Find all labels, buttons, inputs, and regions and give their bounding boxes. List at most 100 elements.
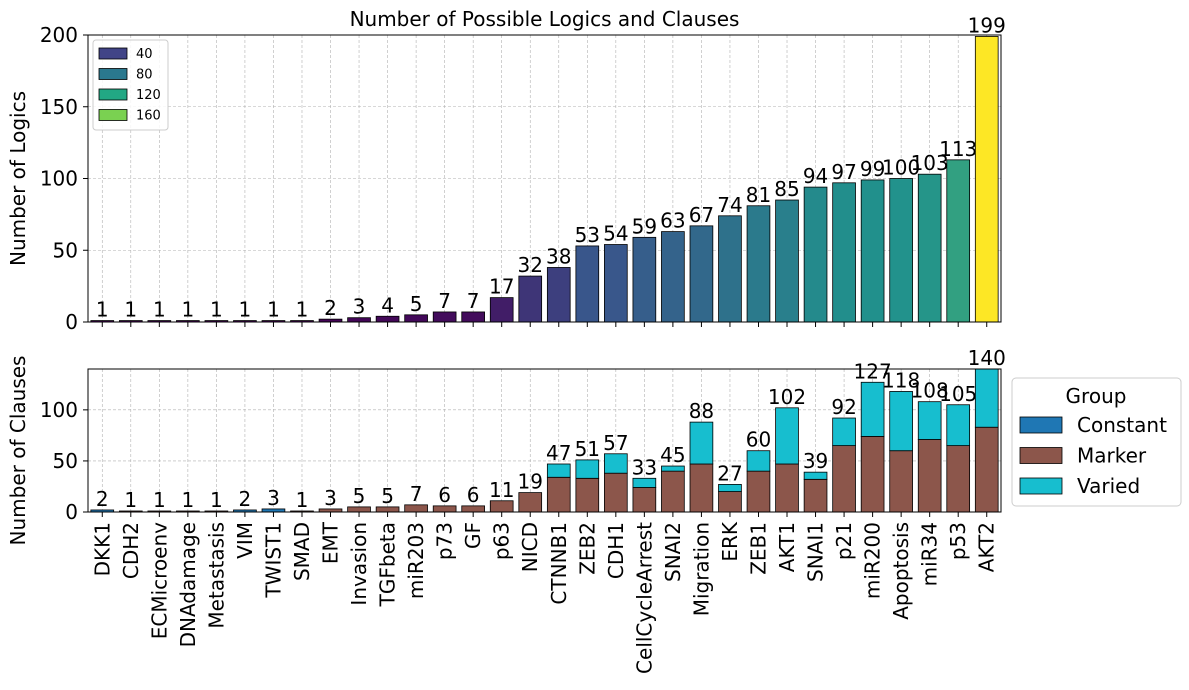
logics-bar-label: 1 [296,298,309,322]
clauses-bar-varied [889,391,913,452]
clauses-bar-label: 92 [831,395,856,419]
logics-bar-label: 3 [353,295,366,319]
logics-bar [661,231,685,323]
logics-x-ticks [101,322,988,327]
group-legend: Group Constant Marker Varied [1011,377,1182,507]
clauses-bar-label: 1 [153,488,166,512]
logics-bar-label: 7 [467,289,480,313]
clauses-bar-label: 108 [911,379,949,403]
logics-bar-label: 100 [882,156,920,180]
clauses-bar-label: 88 [689,399,714,423]
clauses-bar-label: 19 [518,470,543,494]
logics-bar [489,297,514,323]
logics-bar-label: 67 [689,203,714,227]
logics-bar [518,275,543,323]
logics-bar-label: 32 [518,253,543,277]
clauses-x-ticks: DKK1 CDH2 ECMicroenv DNAdamage Metastasis VIM… [90,512,999,674]
clauses-bar-marker [518,492,543,513]
logics-bar [803,186,828,323]
clauses-bar-label: 7 [410,482,423,506]
clauses-bar-marker [689,463,714,513]
clauses-bar-label: 45 [660,443,685,467]
x-tick-label: CDH1 [604,522,628,579]
clauses-y-axis-label: Number of Clauses [6,356,30,546]
x-tick-label: Migration [689,522,713,616]
logics-bar-label: 97 [831,160,856,184]
clauses-bar-label: 1 [210,488,223,512]
clauses-bar-marker [718,491,742,513]
clauses-bar-marker [946,445,971,513]
clauses-y-tick-label: 50 [53,449,78,473]
logics-bar-label: 94 [803,164,828,188]
x-tick-label: p63 [490,522,514,560]
clauses-bar-label: 57 [603,431,628,455]
logics-bar-label: 5 [410,292,423,316]
clauses-bar-marker [604,472,628,513]
clauses-bar-marker [661,470,685,513]
logics-bar-label: 4 [381,293,394,317]
clauses-bar-varied [546,463,571,478]
logics-legend-swatch [98,88,128,101]
logics-bar [746,205,771,323]
x-tick-label: Invasion [347,522,371,606]
logics-bar-label: 74 [717,193,742,217]
x-tick-label: NICD [518,522,542,572]
group-legend-title: Group [1066,384,1127,408]
x-tick-label: VIM [233,522,257,559]
x-tick-label: CTNNB1 [547,522,571,605]
clauses-bar-varied [575,459,600,479]
clauses-bar-label: 2 [239,487,252,511]
x-tick-label: SNAI2 [661,522,685,582]
logics-bar [718,215,742,323]
clauses-y-ticks: 0 50 100 [40,398,88,524]
logics-bar [946,159,971,323]
logics-bar-label: 2 [324,296,337,320]
logics-y-tick-label: 150 [40,95,78,119]
logics-bar-label: 81 [746,183,771,207]
clauses-bar-marker [860,436,885,513]
clauses-bar-varied [718,484,742,492]
logics-bar [917,173,942,323]
clauses-bar-marker [632,487,657,513]
logics-legend-box [92,39,169,131]
x-tick-label: SNAI1 [804,522,828,582]
logics-bar-label: 63 [660,209,685,233]
x-tick-label: AKT1 [775,522,799,572]
clauses-bar-varied [860,381,885,437]
clauses-bar-label: 39 [803,449,828,473]
clauses-bar-varied [604,453,628,474]
clauses-bar-label: 2 [96,487,109,511]
logics-bar-label: 1 [96,298,109,322]
x-tick-label: CellCycleArrest [632,522,656,674]
clauses-bars [90,368,999,513]
x-tick-label: DNAdamage [176,522,200,647]
clauses-bar-label: 3 [324,486,337,510]
logics-bar-label: 7 [438,289,451,313]
clauses-bar-marker [575,477,600,513]
group-legend-label: Varied [1077,474,1140,498]
logics-bar [832,182,856,323]
clauses-bar-label: 33 [632,455,657,479]
logics-legend-label: 40 [136,47,153,62]
clauses-bar-marker [889,450,913,513]
x-tick-label: p53 [946,522,970,560]
group-legend-swatch [1019,416,1063,434]
clauses-bar-label: 51 [575,437,600,461]
logics-bars [90,36,999,323]
group-legend-label: Marker [1077,444,1147,468]
logics-y-tick-label: 100 [40,167,78,191]
logics-bar [404,314,428,323]
logics-y-tick-label: 50 [53,238,78,262]
clauses-bar-label: 5 [353,484,366,508]
clauses-bar-label: 6 [467,483,480,507]
logics-bar [889,178,913,323]
x-tick-label: miR200 [861,522,885,599]
logics-legend-label: 120 [136,88,161,103]
clauses-bar-label: 47 [546,441,571,465]
logics-bar-label: 38 [546,244,571,268]
clauses-bar-label: 6 [438,483,451,507]
clauses-bar-label: 1 [296,488,309,512]
